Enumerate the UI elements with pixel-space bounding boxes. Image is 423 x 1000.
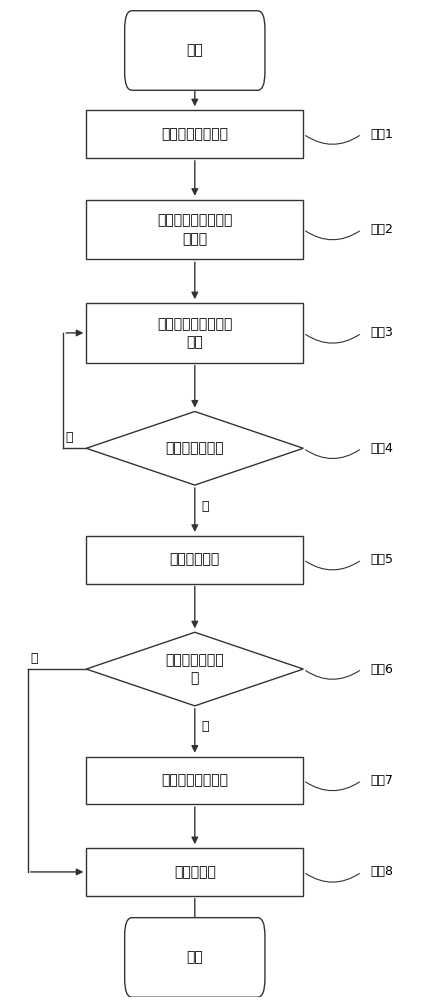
Text: 结束: 结束 <box>187 950 203 964</box>
Text: 步骤5: 步骤5 <box>370 553 393 566</box>
Text: 步骤8: 步骤8 <box>370 865 393 878</box>
Text: 显示到界面: 显示到界面 <box>174 865 216 879</box>
Text: 步骤4: 步骤4 <box>370 442 393 455</box>
Bar <box>86 536 303 584</box>
Polygon shape <box>86 411 303 485</box>
Text: 步骤2: 步骤2 <box>370 223 393 236</box>
Text: 步骤3: 步骤3 <box>370 326 393 339</box>
Bar <box>86 848 303 896</box>
Text: 是: 是 <box>201 720 209 733</box>
Text: 否: 否 <box>66 431 73 444</box>
Bar <box>86 200 303 259</box>
FancyBboxPatch shape <box>125 918 265 997</box>
Text: 否: 否 <box>30 652 37 665</box>
Text: 码位映射模型定义: 码位映射模型定义 <box>161 127 228 141</box>
Text: 开始: 开始 <box>187 44 203 58</box>
Bar <box>86 757 303 804</box>
Text: 步骤6: 步骤6 <box>370 663 393 676</box>
Text: 步骤1: 步骤1 <box>370 128 393 141</box>
FancyBboxPatch shape <box>125 11 265 90</box>
Text: 初始化映射表和监听
任务: 初始化映射表和监听 任务 <box>157 317 233 349</box>
Text: 是: 是 <box>201 500 209 513</box>
Text: 存在附加描述信
息: 存在附加描述信 息 <box>165 653 224 685</box>
Bar <box>86 303 303 363</box>
Polygon shape <box>86 632 303 706</box>
Bar <box>86 110 303 158</box>
Text: 解析附加描述信息: 解析附加描述信息 <box>161 773 228 787</box>
Text: 故障码和附加描述信
息配置: 故障码和附加描述信 息配置 <box>157 213 233 246</box>
Text: 接收到维护信息: 接收到维护信息 <box>165 441 224 455</box>
Text: 解析码位信息: 解析码位信息 <box>170 553 220 567</box>
Text: 步骤7: 步骤7 <box>370 774 393 787</box>
